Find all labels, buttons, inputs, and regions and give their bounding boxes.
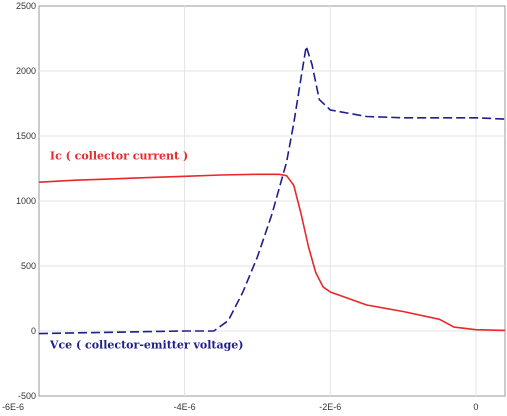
y-tick-label: 1500 bbox=[16, 131, 36, 141]
y-tick-label: -500 bbox=[18, 391, 36, 401]
y-tick-label: 0 bbox=[31, 326, 36, 336]
y-tick-label: 500 bbox=[21, 261, 36, 271]
y-tick-label: 2500 bbox=[16, 1, 36, 11]
x-tick-label: -4E-6 bbox=[174, 402, 196, 412]
x-tick-label: 0 bbox=[473, 402, 478, 412]
x-tick-label: -2E-6 bbox=[319, 402, 341, 412]
ic-series-label: Ic ( collector current ) bbox=[50, 149, 188, 162]
x-tick-label: -6E-6 bbox=[2, 402, 24, 412]
vce-collector-emitter-voltage-line bbox=[38, 45, 506, 335]
y-axis-ticks: -500 0 500 1000 1500 2000 2500 bbox=[16, 1, 36, 401]
ic-collector-current-line bbox=[38, 173, 506, 332]
series-labels: Ic ( collector current ) Vce ( collector-… bbox=[49, 149, 244, 351]
y-tick-label: 2000 bbox=[16, 66, 36, 76]
series-lines bbox=[38, 45, 506, 335]
y-tick-label: 1000 bbox=[16, 196, 36, 206]
x-axis-ticks: -6E-6 -4E-6 -2E-6 0 bbox=[2, 402, 478, 412]
vce-series-label: Vce ( collector-emitter voltage) bbox=[49, 339, 244, 352]
